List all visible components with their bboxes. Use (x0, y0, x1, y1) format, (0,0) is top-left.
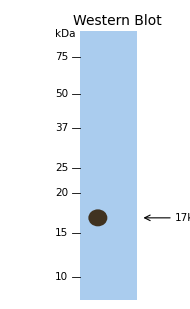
Text: 15: 15 (55, 228, 68, 238)
Ellipse shape (88, 210, 107, 226)
Text: 20: 20 (55, 188, 68, 198)
Text: 25: 25 (55, 163, 68, 173)
Text: 75: 75 (55, 52, 68, 62)
Bar (80, 31, 137, 300)
Text: 50: 50 (55, 89, 68, 99)
Text: 37: 37 (55, 123, 68, 133)
Text: 10: 10 (55, 272, 68, 281)
Text: Western Blot: Western Blot (73, 14, 162, 28)
Text: 17kDa: 17kDa (175, 213, 190, 223)
Text: kDa: kDa (55, 29, 76, 39)
